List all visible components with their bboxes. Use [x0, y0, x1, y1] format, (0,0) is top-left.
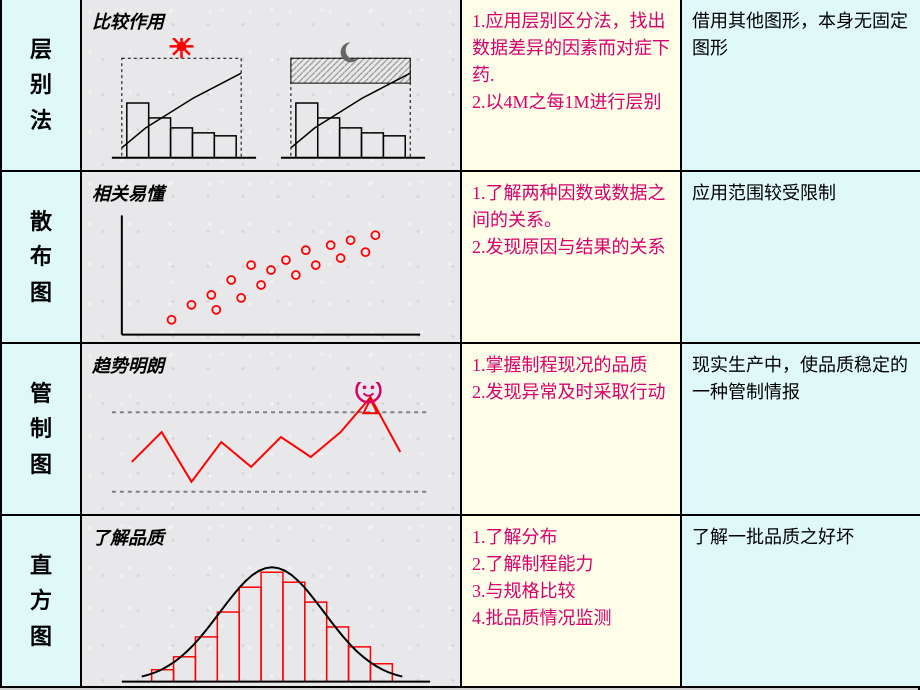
note-text: 借用其他图形，本身无固定图形: [692, 8, 910, 62]
method-name-char: 布: [30, 239, 52, 274]
note-cell: 应用范围较受限制: [680, 172, 920, 344]
method-name-char: 层: [30, 32, 52, 67]
application-line: 2.发现异常及时采取行动: [472, 379, 670, 406]
application-line: 1.应用层别区分法，找出数据差异的因素而对症下药.: [472, 8, 670, 89]
method-name-char: 图: [30, 619, 52, 654]
application-line: 2.以4M之每1M进行层别: [472, 89, 670, 116]
diagram-cell: 相关易懂: [80, 172, 460, 344]
method-name-char: 别: [30, 67, 52, 102]
diagram-title: 趋势明朗: [92, 352, 450, 378]
application-cell: 1.掌握制程现况的品质2.发现异常及时采取行动: [460, 344, 680, 516]
method-name-char: 直: [30, 548, 52, 583]
method-name-cell: 散布图: [0, 172, 80, 344]
method-name-char: 图: [30, 447, 52, 482]
scatter-diagram: [92, 210, 450, 344]
note-text: 应用范围较受限制: [692, 180, 910, 207]
note-cell: 借用其他图形，本身无固定图形: [680, 0, 920, 172]
application-cell: 1.应用层别区分法，找出数据差异的因素而对症下药.2.以4M之每1M进行层别: [460, 0, 680, 172]
diagram-cell: 了解品质: [80, 516, 460, 688]
method-name-char: 法: [30, 103, 52, 138]
application-line: 1.掌握制程现况的品质: [472, 352, 670, 379]
method-name-char: 图: [30, 275, 52, 310]
method-name-char: 管: [30, 376, 52, 411]
diagram-title: 了解品质: [92, 524, 450, 550]
diagram-cell: 趋势明朗: [80, 344, 460, 516]
method-name-cell: 直方图: [0, 516, 80, 688]
method-name-char: 散: [30, 204, 52, 239]
note-cell: 了解一批品质之好坏: [680, 516, 920, 688]
application-line: 1.了解两种因数或数据之间的关系。: [472, 180, 670, 234]
application-line: 2.了解制程能力: [472, 551, 670, 578]
application-line: 3.与规格比较: [472, 578, 670, 605]
note-text: 了解一批品质之好坏: [692, 524, 910, 551]
method-name-cell: 层别法: [0, 0, 80, 172]
method-name-cell: 管制图: [0, 344, 80, 516]
diagram-title: 比较作用: [92, 8, 450, 34]
application-cell: 1.了解分布2.了解制程能力3.与规格比较4.批品质情况监测: [460, 516, 680, 688]
diagram-title: 相关易懂: [92, 180, 450, 206]
application-line: 1.了解分布: [472, 524, 670, 551]
application-line: 2.发现原因与结果的关系: [472, 234, 670, 261]
note-cell: 现实生产中，使品质稳定的一种管制情报: [680, 344, 920, 516]
method-name-char: 制: [30, 411, 52, 446]
method-name-char: 方: [30, 583, 52, 618]
diagram-cell: 比较作用: [80, 0, 460, 172]
stratification-diagram: [92, 38, 450, 172]
note-text: 现实生产中，使品质稳定的一种管制情报: [692, 352, 910, 406]
application-cell: 1.了解两种因数或数据之间的关系。2.发现原因与结果的关系: [460, 172, 680, 344]
application-line: 4.批品质情况监测: [472, 605, 670, 632]
control-diagram: [92, 382, 450, 516]
histogram-diagram: [92, 554, 450, 688]
